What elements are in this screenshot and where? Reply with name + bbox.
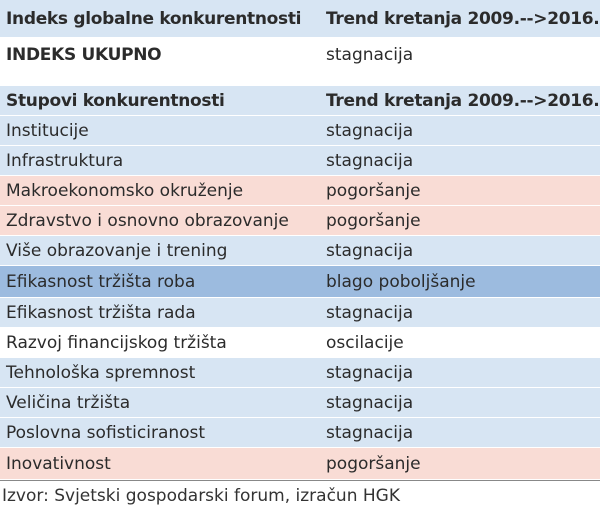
cell: oscilacije: [326, 332, 404, 353]
cell: stagnacija: [326, 120, 414, 141]
cell: Institucije: [6, 120, 89, 141]
cell: blago poboljšanje: [326, 271, 476, 292]
total-value: stagnacija: [326, 44, 414, 65]
table-row: Institucije stagnacija: [0, 116, 600, 146]
cell: stagnacija: [326, 422, 414, 443]
table-row: Inovativnost pogoršanje: [0, 448, 600, 480]
table-row: Razvoj financijskog tržišta oscilacije: [0, 328, 600, 358]
total-row: INDEKS UKUPNO stagnacija: [0, 38, 600, 72]
cell: pogoršanje: [326, 180, 421, 201]
header-row: Indeks globalne konkurentnosti Trend kre…: [0, 0, 600, 38]
cell: Veličina tržišta: [6, 392, 131, 413]
cell: stagnacija: [326, 392, 414, 413]
cell: stagnacija: [326, 240, 414, 261]
table-row: Zdravstvo i osnovno obrazovanje pogoršanj…: [0, 206, 600, 236]
cell: Infrastruktura: [6, 150, 124, 171]
table-row: Tehnološka spremnost stagnacija: [0, 358, 600, 388]
table-row: Poslovna sofisticiranost stagnacija: [0, 418, 600, 448]
cell: Zdravstvo i osnovno obrazovanje: [6, 210, 289, 231]
total-label: INDEKS UKUPNO: [6, 44, 162, 65]
cell: Inovativnost: [6, 453, 111, 474]
table-row: Više obrazovanje i trening stagnacija: [0, 236, 600, 266]
table-row: Efikasnost tržišta roba blago poboljšanje: [0, 266, 600, 298]
cell: Efikasnost tržišta roba: [6, 271, 196, 292]
spacer: [0, 72, 600, 86]
cell: stagnacija: [326, 302, 414, 323]
cell: Makroekonomsko okruženje: [6, 180, 244, 201]
cell: Poslovna sofisticiranost: [6, 422, 206, 443]
header-cell: Trend kretanja 2009.-->2016.: [326, 8, 600, 29]
cell: pogoršanje: [326, 453, 421, 474]
cell: Razvoj financijskog tržišta: [6, 332, 227, 353]
cell: Tehnološka spremnost: [6, 362, 196, 383]
table-row: Makroekonomsko okruženje pogoršanje: [0, 176, 600, 206]
cell: stagnacija: [326, 150, 414, 171]
source-note: Izvor: Svjetski gospodarski forum, izrač…: [2, 486, 400, 506]
table-row: Efikasnost tržišta rada stagnacija: [0, 298, 600, 328]
header-cell: Stupovi konkurentnosti: [6, 90, 225, 111]
cell: Efikasnost tržišta rada: [6, 302, 196, 323]
cell: pogoršanje: [326, 210, 421, 231]
table: Indeks globalne konkurentnosti Trend kre…: [0, 0, 600, 481]
cell: Više obrazovanje i trening: [6, 240, 228, 261]
subheader-row: Stupovi konkurentnosti Trend kretanja 20…: [0, 86, 600, 116]
cell: stagnacija: [326, 362, 414, 383]
header-cell: Trend kretanja 2009.-->2016.: [326, 90, 600, 111]
table-row: Veličina tržišta stagnacija: [0, 388, 600, 418]
table-row: Infrastruktura stagnacija: [0, 146, 600, 176]
header-cell: Indeks globalne konkurentnosti: [6, 8, 302, 29]
